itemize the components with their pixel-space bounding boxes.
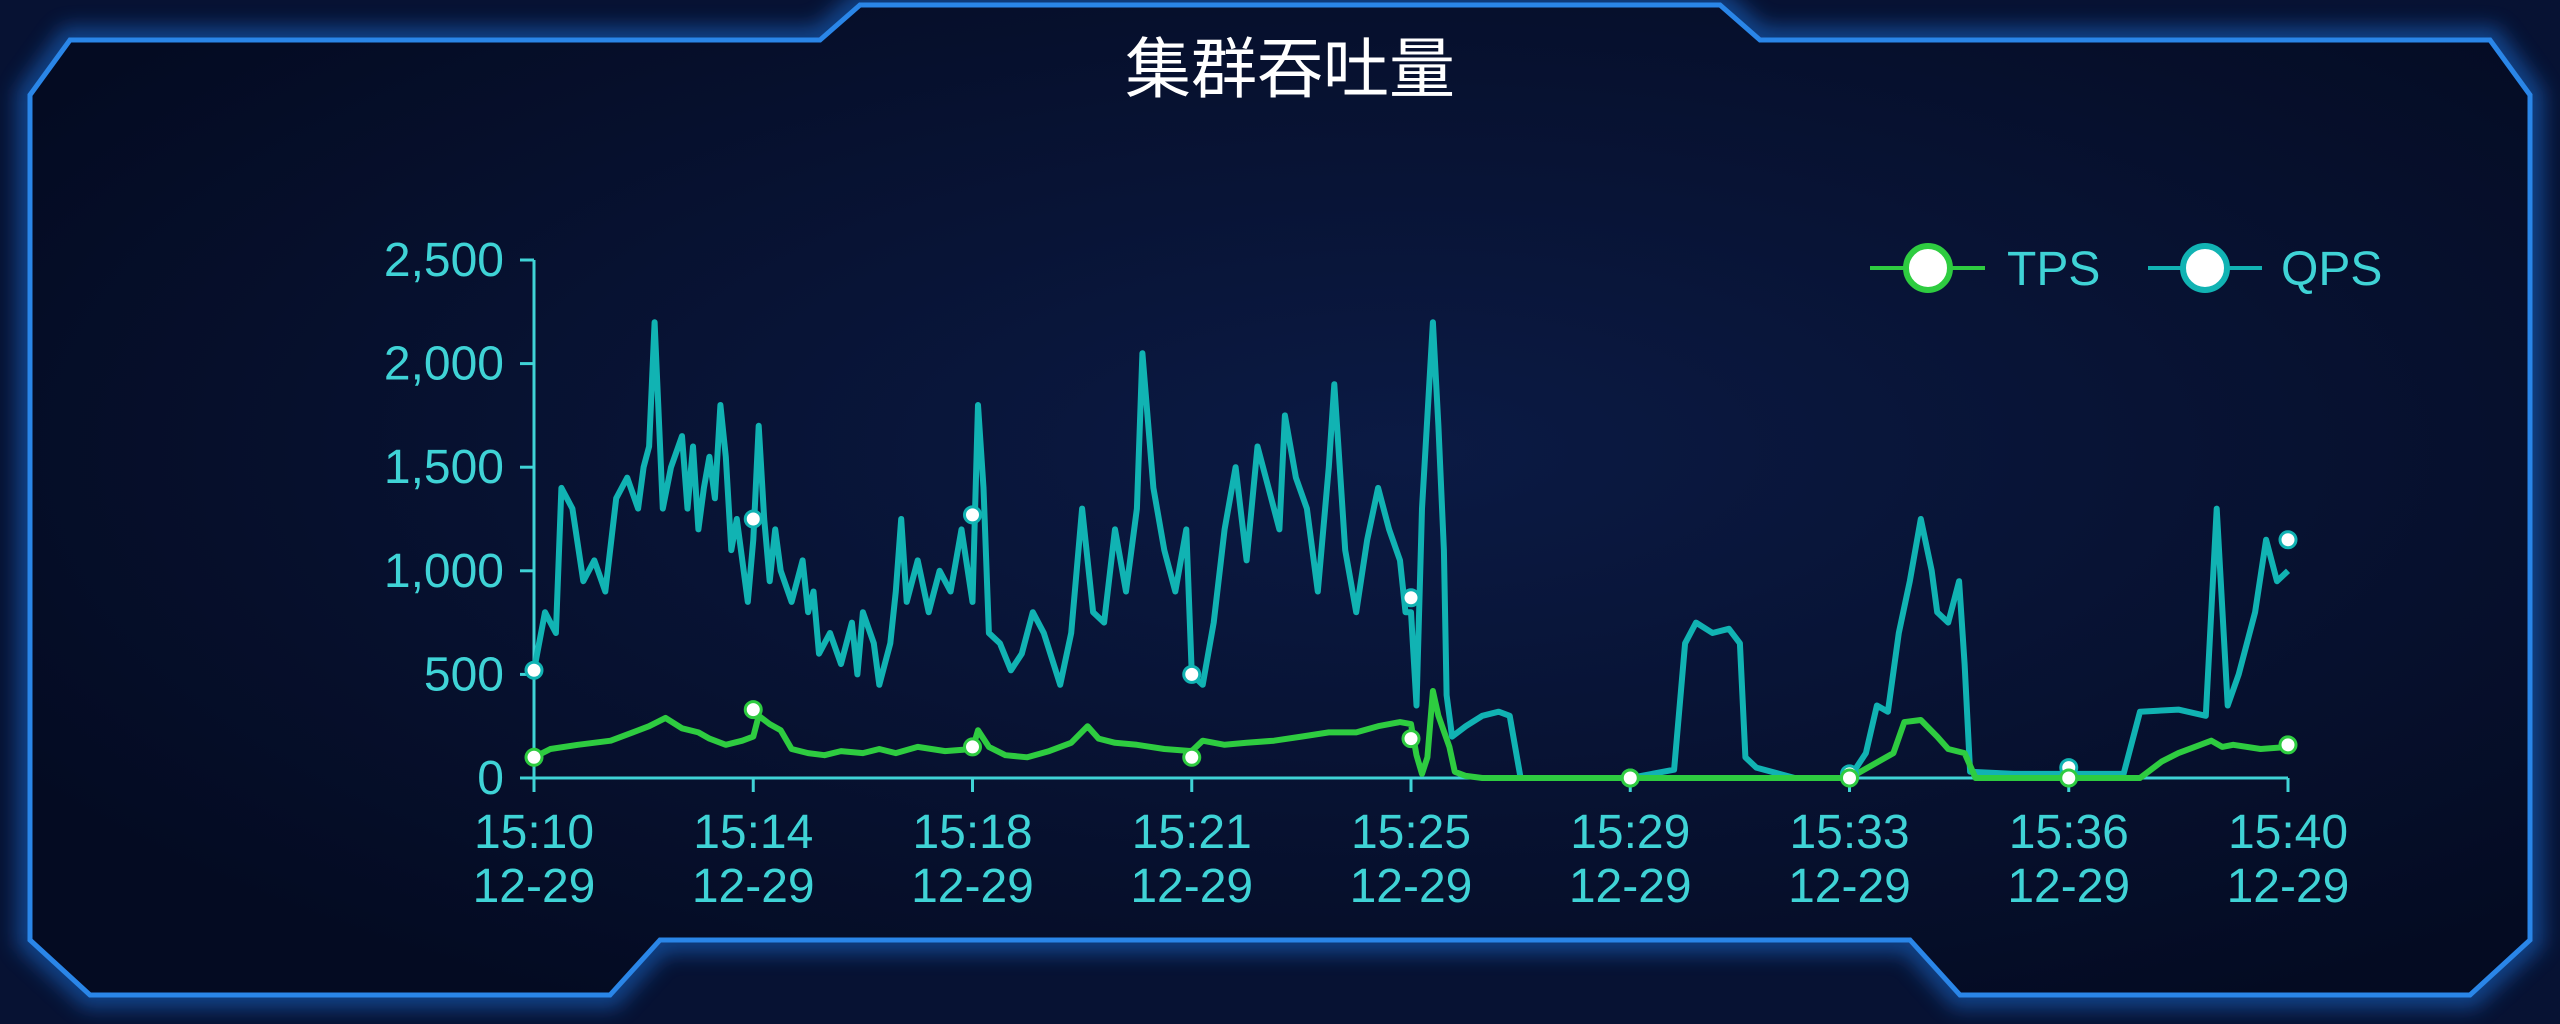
legend-qps-label: QPS xyxy=(2281,243,2382,296)
y-tick-label: 1,000 xyxy=(384,545,504,598)
x-tick-date: 12-29 xyxy=(911,860,1034,913)
data-point-tps[interactable] xyxy=(963,737,982,757)
x-tick-date: 12-29 xyxy=(1350,860,1473,913)
y-tick-label: 2,000 xyxy=(384,338,504,391)
x-tick-time: 15:14 xyxy=(693,806,813,859)
data-point-qps[interactable] xyxy=(1401,588,1421,608)
x-tick-date: 12-29 xyxy=(1130,860,1253,913)
data-point-qps[interactable] xyxy=(963,505,982,525)
x-tick-date: 12-29 xyxy=(473,860,596,913)
legend-tps-label: TPS xyxy=(2007,243,2100,296)
x-tick-time: 15:18 xyxy=(912,806,1032,859)
data-point-qps[interactable] xyxy=(743,509,763,529)
data-point-qps[interactable] xyxy=(524,660,544,680)
x-tick-date: 12-29 xyxy=(2227,860,2350,913)
chart-title: 集群吞吐量 xyxy=(1125,31,1455,108)
legend-qps-marker xyxy=(2180,243,2230,293)
data-point-tps[interactable] xyxy=(1401,729,1421,749)
series-line-tps xyxy=(532,688,2289,781)
x-tick-time: 15:29 xyxy=(1570,806,1690,859)
x-tick-time: 15:33 xyxy=(1789,806,1909,859)
legend-tps-marker xyxy=(1903,243,1953,293)
data-point-tps[interactable] xyxy=(2059,768,2079,788)
series-layer xyxy=(524,319,2298,788)
x-tick-date: 12-29 xyxy=(1569,860,1692,913)
y-axis: 0 500 1,000 1,500 2,000 2,500 xyxy=(384,234,536,805)
x-tick-time: 15:21 xyxy=(1132,806,1252,859)
data-point-tps[interactable] xyxy=(1620,768,1640,788)
y-tick-label: 500 xyxy=(424,648,504,701)
x-tick-time: 15:10 xyxy=(474,806,594,859)
x-tick-date: 12-29 xyxy=(2007,860,2130,913)
y-tick-label: 2,500 xyxy=(384,234,504,287)
data-point-qps[interactable] xyxy=(1182,664,1202,684)
data-point-tps[interactable] xyxy=(2278,735,2298,755)
data-point-qps[interactable] xyxy=(2278,530,2298,550)
x-tick-time: 15:25 xyxy=(1351,806,1471,859)
data-point-tps[interactable] xyxy=(743,700,763,720)
x-tick-time: 15:36 xyxy=(2009,806,2129,859)
x-tick-date: 12-29 xyxy=(692,860,815,913)
legend[interactable]: TPS QPS xyxy=(1870,243,2382,296)
x-axis: 15:1012-2915:1412-2915:1812-2915:2112-29… xyxy=(473,776,2350,913)
x-tick-time: 15:40 xyxy=(2228,806,2348,859)
x-tick-date: 12-29 xyxy=(1788,860,1911,913)
data-point-tps[interactable] xyxy=(1840,768,1859,788)
y-tick-label: 0 xyxy=(477,752,504,805)
legend-item-tps[interactable]: TPS xyxy=(1870,243,2100,296)
legend-item-qps[interactable]: QPS xyxy=(2148,243,2382,296)
data-point-tps[interactable] xyxy=(524,747,544,767)
data-point-tps[interactable] xyxy=(1182,747,1202,767)
y-tick-label: 1,500 xyxy=(384,441,504,494)
